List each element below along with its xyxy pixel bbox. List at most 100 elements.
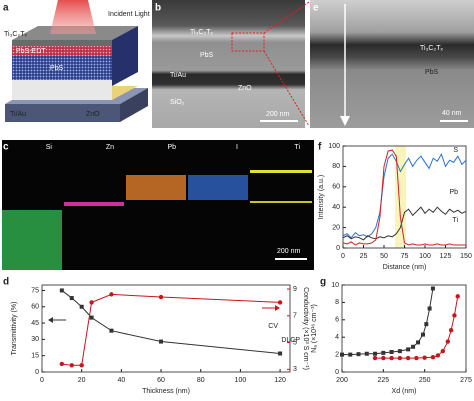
plot-frame xyxy=(341,284,467,373)
x-tick-label: 25 xyxy=(360,253,368,260)
marker xyxy=(158,294,164,300)
marker xyxy=(397,355,403,361)
pbs-layer xyxy=(12,56,112,80)
x-axis-label: Distance (nm) xyxy=(383,264,427,271)
x-tick-label: 120 xyxy=(274,377,286,384)
x-tick-label: 200 xyxy=(336,377,348,384)
y2-tick-label: 7 xyxy=(293,313,297,320)
layer-label: Ti/Au xyxy=(10,111,26,118)
y-tick-label: 100 xyxy=(328,143,340,150)
series-line xyxy=(342,288,434,356)
series-line xyxy=(375,296,459,359)
pb-map xyxy=(126,175,186,200)
x-tick-label: 100 xyxy=(419,253,431,260)
x-tick-label: 60 xyxy=(157,377,165,384)
substrate-front xyxy=(5,104,120,122)
y-tick-label: 2 xyxy=(335,351,339,358)
marker xyxy=(278,351,283,356)
light-label: Incident Light xyxy=(108,11,150,18)
marker xyxy=(435,353,441,358)
tem-label: SiO₂ xyxy=(170,99,185,106)
marker xyxy=(340,352,344,357)
y-axis-label: Nₐ (×10¹⁶ cm⁻³) xyxy=(311,304,318,353)
x-tick-label: 75 xyxy=(401,253,409,260)
y2-tick-label: 3 xyxy=(293,366,297,373)
x-tick-label: 100 xyxy=(235,377,247,384)
y-tick-label: 30 xyxy=(31,336,39,343)
y-tick-label: 75 xyxy=(31,287,39,294)
y-tick-label: 20 xyxy=(332,224,340,231)
series-line xyxy=(61,293,281,366)
i-map xyxy=(188,175,248,200)
marker xyxy=(89,315,94,320)
y-tick-label: 45 xyxy=(31,320,39,327)
marker xyxy=(440,348,446,354)
scale-bar xyxy=(260,120,298,122)
marker xyxy=(109,292,114,297)
marker xyxy=(448,328,454,333)
marker xyxy=(381,350,386,355)
ti-map xyxy=(250,170,312,173)
x-axis-label: Thickness (nm) xyxy=(142,388,190,395)
tem-label: Ti₃C₂Tₓ xyxy=(190,29,213,36)
arrowhead xyxy=(275,305,280,311)
series-label: CV xyxy=(268,323,278,330)
y-tick-label: 0 xyxy=(35,369,39,376)
highlight-band xyxy=(395,146,406,248)
marker xyxy=(69,363,74,368)
scale-bar xyxy=(440,120,468,122)
marker xyxy=(406,347,411,352)
zoom-line xyxy=(263,1,310,34)
series-label: S xyxy=(453,147,458,154)
panel-label: f xyxy=(318,142,322,153)
x-tick-label: 150 xyxy=(460,253,472,260)
ti-map xyxy=(250,201,312,203)
y-tick-label: 10 xyxy=(331,282,339,289)
y-axis-label: Intensity (a.u.) xyxy=(318,175,325,219)
series-line xyxy=(61,290,281,355)
x-tick-label: 275 xyxy=(460,377,472,384)
layer-label: ZnO xyxy=(86,111,100,118)
marker xyxy=(430,355,436,360)
marker xyxy=(422,355,427,360)
scale-label: 40 nm xyxy=(442,110,462,117)
light-beam xyxy=(50,0,96,34)
y-tick-label: 15 xyxy=(31,353,39,360)
x-tick-label: 50 xyxy=(380,253,388,260)
marker xyxy=(411,344,416,349)
zn-map xyxy=(64,202,124,206)
x-axis-label: Xd (nm) xyxy=(392,388,417,395)
x-tick-label: 40 xyxy=(117,377,125,384)
schematic xyxy=(5,0,148,122)
series-label: Ti xyxy=(452,217,458,224)
tem-image xyxy=(152,0,305,128)
marker xyxy=(277,300,283,305)
element-label: Ti xyxy=(294,144,300,151)
series-line xyxy=(342,206,467,241)
marker xyxy=(416,340,421,345)
y-tick-label: 60 xyxy=(31,304,39,311)
marker xyxy=(421,332,426,337)
arrowhead xyxy=(48,317,53,323)
y-tick-label: 8 xyxy=(335,299,339,306)
panel-label: b xyxy=(155,3,161,14)
layer-label: Ti₃C₂Tₓ xyxy=(4,31,27,38)
plot-frame xyxy=(41,284,291,373)
marker xyxy=(452,313,457,318)
element-label: Si xyxy=(46,144,53,151)
tem-label: Ti/Au xyxy=(170,72,186,79)
zoom-label: PbS xyxy=(425,69,439,76)
element-label: Pb xyxy=(167,144,176,151)
marker xyxy=(405,355,411,361)
marker xyxy=(389,349,394,354)
marker xyxy=(372,355,378,361)
tem-label: ZnO xyxy=(238,85,252,92)
marker xyxy=(79,304,84,309)
marker xyxy=(356,352,361,357)
panel-label: g xyxy=(320,277,326,288)
element-label: Zn xyxy=(106,144,114,151)
marker xyxy=(348,352,353,357)
marker xyxy=(414,355,419,361)
y2-tick-label: 5 xyxy=(293,339,297,346)
